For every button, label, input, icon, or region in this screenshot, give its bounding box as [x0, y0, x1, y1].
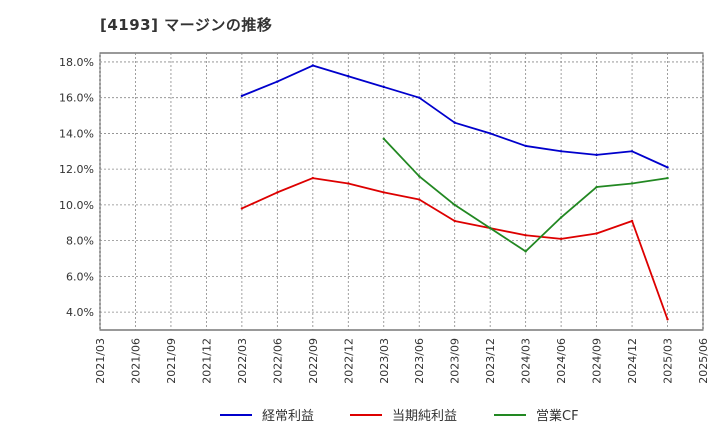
data-point — [311, 176, 315, 180]
data-point — [630, 182, 634, 185]
data-point — [453, 219, 456, 223]
x-tick-label: 2022/06 — [271, 338, 284, 384]
data-point — [666, 318, 669, 321]
legend-label: 営業CF — [536, 408, 579, 424]
data-point — [382, 191, 385, 194]
y-tick-label: 18.0% — [59, 56, 94, 69]
x-tick-label: 2024/03 — [520, 338, 533, 384]
x-tick-label: 2022/03 — [236, 338, 249, 384]
data-point — [488, 226, 492, 230]
x-tick-label: 2023/12 — [484, 338, 497, 384]
series-lines — [240, 64, 669, 321]
data-point — [276, 80, 279, 83]
y-tick-label: 4.0% — [66, 306, 94, 319]
data-point — [595, 153, 598, 157]
data-point — [453, 121, 456, 124]
x-tick-label: 2022/09 — [307, 338, 320, 384]
data-point — [240, 94, 244, 98]
data-point — [488, 132, 492, 135]
x-tick-label: 2025/06 — [697, 338, 710, 384]
x-tick-label: 2024/09 — [591, 338, 604, 384]
data-point — [418, 198, 421, 201]
data-point — [311, 64, 315, 67]
data-point — [666, 166, 669, 169]
x-tick-label: 2024/12 — [626, 338, 639, 384]
y-tick-label: 6.0% — [66, 270, 94, 283]
grid-lines — [99, 53, 704, 330]
data-point — [524, 144, 527, 148]
data-point — [382, 85, 385, 89]
data-point — [630, 150, 634, 153]
legend-label: 経常利益 — [262, 409, 314, 424]
data-point — [347, 182, 350, 185]
data-point — [666, 176, 669, 180]
data-point — [559, 150, 563, 153]
data-point — [559, 237, 563, 241]
data-point — [347, 75, 350, 78]
x-tick-label: 2025/03 — [662, 338, 675, 384]
data-point — [453, 203, 456, 207]
x-tick-label: 2021/09 — [165, 338, 178, 384]
legend-label: 当期純利益 — [392, 409, 457, 424]
y-tick-label: 14.0% — [59, 127, 94, 140]
data-point — [595, 185, 598, 189]
y-tick-label: 10.0% — [59, 199, 94, 212]
data-point — [630, 219, 634, 223]
data-point — [524, 250, 527, 253]
data-point — [559, 216, 563, 219]
x-tick-label: 2021/06 — [129, 338, 142, 384]
x-tick-label: 2021/03 — [94, 338, 107, 384]
y-tick-label: 8.0% — [66, 235, 94, 248]
chart-title: [4193] マージンの推移 — [100, 16, 273, 34]
data-point — [240, 207, 244, 210]
data-point — [595, 232, 598, 235]
plot-area — [99, 52, 704, 331]
data-point — [382, 137, 385, 140]
data-point — [524, 234, 527, 237]
data-point — [418, 175, 421, 178]
data-point — [418, 96, 421, 99]
legend: 経常利益 当期純利益 営業CF — [220, 408, 579, 424]
y-tick-label: 16.0% — [59, 92, 94, 105]
x-axis-ticks: 2021/03 2021/06 2021/09 2021/12 2022/03 2022/… — [94, 338, 710, 384]
x-tick-label: 2022/12 — [342, 338, 355, 384]
x-tick-label: 2024/06 — [555, 338, 568, 384]
y-tick-label: 12.0% — [59, 163, 94, 176]
x-tick-label: 2023/06 — [413, 338, 426, 384]
x-tick-label: 2021/12 — [200, 338, 213, 384]
x-tick-label: 2023/09 — [449, 338, 462, 384]
data-point — [276, 191, 279, 194]
y-axis-ticks: 4.0% 6.0% 8.0% 10.0% 12.0% 14.0% 16.0% 18.0% — [59, 56, 94, 319]
x-tick-label: 2023/03 — [378, 338, 391, 384]
